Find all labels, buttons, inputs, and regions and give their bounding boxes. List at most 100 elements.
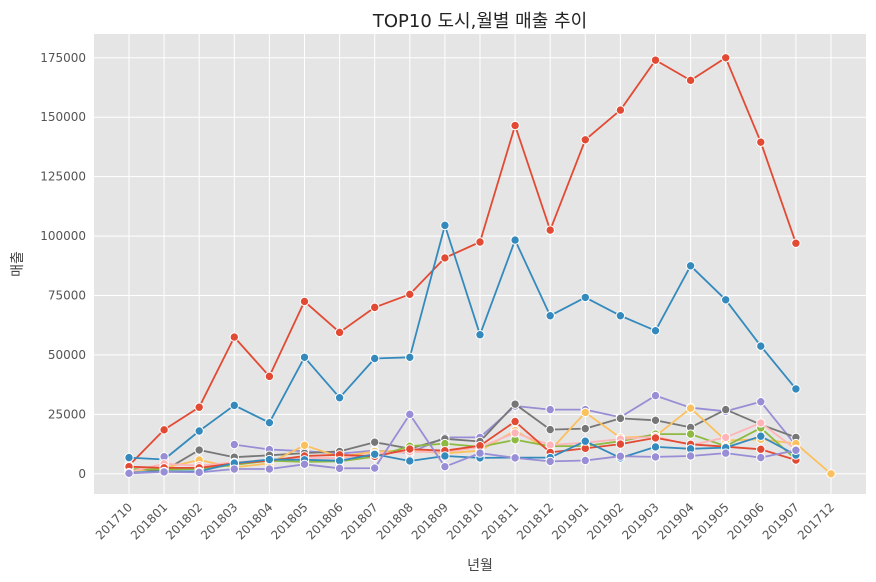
data-point bbox=[510, 120, 520, 131]
data-point bbox=[440, 253, 450, 263]
y-tick-label: 25000 bbox=[48, 407, 86, 421]
series-1 bbox=[124, 53, 801, 471]
x-tick-label: 201907 bbox=[760, 500, 802, 542]
data-point bbox=[510, 235, 520, 245]
data-point bbox=[510, 453, 520, 463]
data-point bbox=[721, 295, 731, 305]
data-point bbox=[685, 403, 696, 413]
series-line bbox=[128, 426, 797, 471]
data-point bbox=[580, 436, 590, 446]
data-point bbox=[405, 444, 415, 454]
data-point bbox=[475, 330, 485, 340]
data-point bbox=[229, 400, 240, 411]
data-point bbox=[545, 404, 555, 415]
data-point bbox=[440, 451, 450, 461]
data-point bbox=[334, 463, 345, 474]
data-point bbox=[545, 424, 555, 435]
y-tick-label: 150000 bbox=[40, 110, 86, 124]
data-point bbox=[615, 311, 626, 321]
y-tick-label: 125000 bbox=[40, 170, 86, 184]
data-point bbox=[229, 332, 240, 342]
data-point bbox=[334, 393, 345, 403]
data-point bbox=[440, 461, 450, 472]
data-point bbox=[650, 55, 661, 65]
y-tick-label: 75000 bbox=[48, 288, 86, 302]
data-point bbox=[194, 426, 204, 436]
x-axis-label: 년월 bbox=[467, 558, 493, 574]
data-point bbox=[756, 137, 766, 147]
data-point bbox=[721, 404, 731, 415]
data-point bbox=[791, 238, 801, 248]
data-point bbox=[159, 467, 169, 477]
x-tick-label: 201811 bbox=[479, 500, 521, 542]
x-tick-label: 201904 bbox=[654, 500, 696, 542]
data-point bbox=[299, 296, 310, 307]
data-point bbox=[229, 439, 240, 450]
data-point bbox=[264, 417, 275, 428]
data-point bbox=[791, 445, 801, 455]
y-axis-label: 매출 bbox=[10, 251, 26, 277]
data-point bbox=[370, 463, 380, 473]
data-point bbox=[650, 442, 661, 452]
data-point bbox=[580, 407, 590, 418]
data-point bbox=[405, 289, 415, 300]
x-tick-label: 201809 bbox=[409, 500, 451, 542]
series-2 bbox=[124, 220, 801, 465]
data-point bbox=[229, 464, 240, 474]
data-point bbox=[299, 459, 310, 469]
x-tick-label: 201802 bbox=[163, 500, 205, 542]
x-tick-label: 201710 bbox=[93, 500, 135, 542]
x-tick-label: 201902 bbox=[584, 500, 626, 542]
data-point bbox=[475, 448, 485, 458]
x-tick-label: 201903 bbox=[619, 500, 661, 542]
data-point bbox=[791, 384, 801, 394]
x-tick-label: 201806 bbox=[303, 500, 345, 542]
data-point bbox=[580, 135, 590, 145]
series-line bbox=[128, 56, 797, 467]
data-point bbox=[405, 409, 415, 420]
data-point bbox=[545, 225, 555, 235]
data-point bbox=[685, 261, 696, 271]
data-point bbox=[615, 439, 626, 449]
data-point bbox=[124, 452, 134, 463]
data-point bbox=[510, 416, 520, 427]
series-line bbox=[128, 224, 797, 461]
x-tick-label: 201906 bbox=[725, 500, 767, 542]
series-line bbox=[128, 435, 797, 474]
data-point bbox=[756, 452, 766, 463]
data-point bbox=[580, 423, 590, 434]
data-point bbox=[124, 468, 134, 479]
data-point bbox=[159, 425, 169, 435]
data-point bbox=[264, 454, 275, 465]
data-point bbox=[650, 325, 661, 336]
data-point bbox=[650, 452, 661, 462]
data-point bbox=[370, 449, 380, 459]
series-line bbox=[128, 413, 797, 475]
data-point bbox=[721, 53, 731, 63]
data-point bbox=[650, 415, 661, 426]
data-point bbox=[756, 418, 766, 428]
data-point bbox=[756, 397, 766, 407]
x-tick-label: 201808 bbox=[374, 500, 416, 542]
y-tick-label: 50000 bbox=[48, 348, 86, 362]
data-point bbox=[370, 302, 380, 313]
x-tick-label: 201803 bbox=[198, 500, 240, 542]
x-tick-labels: 2017102018012018022018032018042018052018… bbox=[93, 500, 837, 542]
data-point bbox=[334, 327, 345, 338]
data-point bbox=[510, 428, 520, 438]
y-tick-labels: 0 25000 50000 75000 100000 125000 150000 175000 bbox=[40, 51, 86, 481]
data-point bbox=[370, 437, 380, 447]
data-point bbox=[194, 467, 204, 478]
data-point bbox=[299, 352, 310, 363]
data-point bbox=[650, 390, 661, 401]
data-point bbox=[615, 451, 626, 461]
chart-title: TOP10 도시,월별 매출 추이 bbox=[372, 11, 587, 32]
data-point bbox=[194, 445, 204, 455]
y-tick-label: 0 bbox=[78, 467, 86, 481]
x-tick-label: 201801 bbox=[128, 500, 170, 542]
data-point bbox=[756, 431, 766, 441]
x-tick-label: 201905 bbox=[690, 500, 732, 542]
series-lines bbox=[124, 53, 836, 479]
x-tick-label: 201812 bbox=[514, 500, 556, 542]
